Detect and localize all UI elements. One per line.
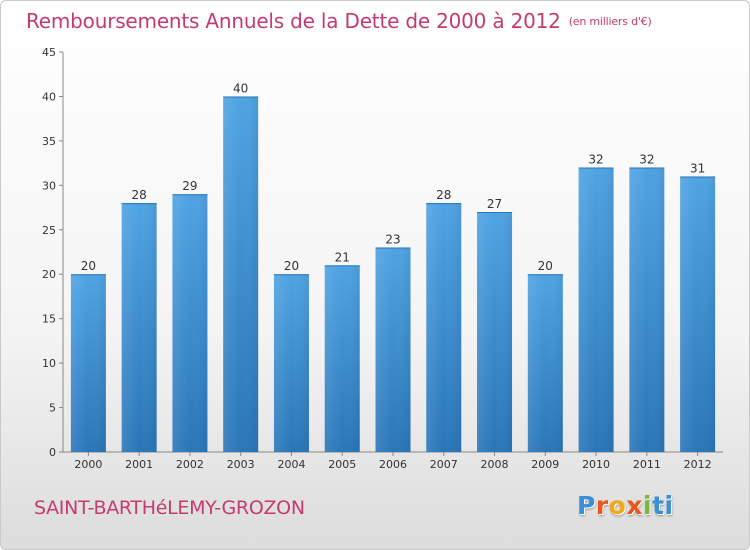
x-tick-label: 2005 [328,458,356,471]
data-label: 32 [588,153,603,167]
data-label: 20 [81,259,96,273]
bar-shine [375,247,411,452]
x-tick-label: 2003 [227,458,255,471]
logo-letter: o [608,491,627,520]
data-label: 20 [284,259,299,273]
data-label: 28 [436,188,451,202]
data-label: 28 [132,188,147,202]
x-tick-label: 2011 [633,458,661,471]
y-tick-label: 10 [42,357,56,370]
bar-shine [70,274,106,452]
bar-shine [223,96,259,452]
y-tick-label: 40 [42,90,56,103]
data-label: 27 [487,197,502,211]
chart-title-text: Remboursements Annuels de la Dette de 20… [26,9,561,33]
x-tick-label: 2002 [176,458,204,471]
data-label: 40 [233,81,248,95]
logo-letter: i [643,491,653,520]
y-tick-label: 45 [42,46,56,59]
bar-shine [680,176,716,452]
y-tick-label: 0 [49,446,56,459]
logo-letter: r [595,491,609,520]
data-label: 23 [385,233,400,247]
x-tick-label: 2012 [684,458,712,471]
logo-letter: x [626,491,643,520]
y-tick-label: 15 [42,313,56,326]
bar-shine [324,265,360,452]
logo-letter: P [577,491,596,520]
logo-letter: t [652,491,665,520]
chart-unit: (en milliers d'€) [568,15,652,28]
bar-shine [477,212,513,452]
place-name: SAINT-BARTHéLEMY-GROZON [34,497,305,519]
data-label: 31 [690,161,705,175]
proxiti-logo: Proxiti [577,491,674,520]
x-tick-label: 2001 [125,458,153,471]
bar-shine [629,167,665,453]
data-label: 20 [538,259,553,273]
bar-shine [527,274,563,452]
x-tick-label: 2009 [531,458,559,471]
chart-title: Remboursements Annuels de la Dette de 20… [26,9,652,33]
y-tick-label: 5 [49,402,56,415]
y-tick-label: 30 [42,179,56,192]
y-tick-label: 25 [42,224,56,237]
bar-shine [121,203,157,452]
x-tick-label: 2006 [379,458,407,471]
bar-shine [172,194,208,452]
chart-labels: 2000 20 2001 28 2002 29 2003 40 2004 20 2005 21 2006… [74,81,711,471]
bar-shine [578,167,614,453]
data-label: 32 [639,153,654,167]
logo-letter: i [664,491,674,520]
chart-bars [70,96,716,453]
y-tick-label: 20 [42,268,56,281]
data-label: 21 [335,250,350,264]
x-tick-label: 2008 [481,458,509,471]
x-tick-label: 2010 [582,458,610,471]
x-tick-label: 2000 [74,458,102,471]
x-tick-label: 2007 [430,458,458,471]
x-tick-label: 2004 [277,458,305,471]
y-tick-label: 35 [42,135,56,148]
bar-shine [426,203,462,452]
data-label: 29 [182,179,197,193]
bar-shine [273,274,309,452]
